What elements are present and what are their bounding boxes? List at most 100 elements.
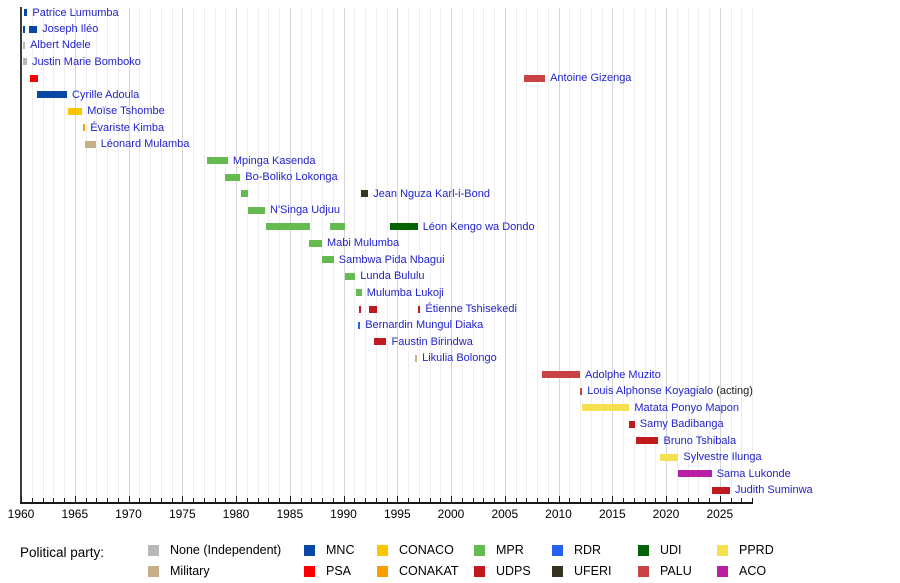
axis-tick <box>365 498 366 503</box>
person-name[interactable]: Mabi Mulumba <box>327 237 400 250</box>
person-name[interactable]: Moïse Tshombe <box>87 105 165 118</box>
person-label[interactable]: Patrice Lumumba <box>32 6 118 20</box>
person-label[interactable]: Louis Alphonse Koyagialo (acting) <box>587 384 753 398</box>
person-name[interactable]: Sambwa Pida Nbagui <box>338 253 445 266</box>
axis-tick <box>418 498 420 503</box>
person-name[interactable]: Mulumba Lukoji <box>366 286 444 299</box>
person-label[interactable]: Lunda Bululu <box>360 269 424 283</box>
legend-label: MNC <box>326 543 355 557</box>
person-name[interactable]: Adolphe Muzito <box>585 368 661 381</box>
timeline-bar <box>678 470 712 478</box>
gridline <box>171 8 173 503</box>
gridline <box>31 8 33 503</box>
timeline-bar <box>389 223 418 231</box>
person-name[interactable]: Bo-Boliko Lokonga <box>245 171 338 184</box>
person-name[interactable]: Léonard Mulamba <box>100 138 190 151</box>
person-label[interactable]: Sylvestre Ilunga <box>683 450 761 464</box>
axis-tick <box>21 496 22 503</box>
person-name[interactable]: Jean Nguza Karl-i-Bond <box>373 187 490 200</box>
gridline <box>214 8 216 503</box>
person-name[interactable]: Étienne Tshisekedi <box>425 303 517 315</box>
person-name[interactable]: Sama Lukonde <box>716 467 791 480</box>
gridline <box>418 8 420 503</box>
person-name[interactable]: Matata Ponyo Mapon <box>634 401 739 414</box>
gridline <box>203 8 205 503</box>
person-label[interactable]: N'Singa Udjuu <box>270 203 340 217</box>
axis-tick <box>569 498 571 503</box>
axis-tick <box>332 498 334 503</box>
person-label[interactable]: Likulia Bolongo <box>422 351 497 365</box>
axis-tick <box>494 498 495 503</box>
timeline-bar <box>418 305 421 313</box>
person-name[interactable]: Antoine Gizenga <box>550 72 632 85</box>
timeline-bar <box>322 256 334 263</box>
person-label[interactable]: Évariste Kimba <box>90 121 164 135</box>
person-label[interactable]: Cyrille Adoula <box>72 88 139 102</box>
person-name[interactable]: Lunda Bululu <box>360 270 425 282</box>
axis-tick <box>526 498 528 503</box>
person-name[interactable]: Joseph Iléo <box>42 23 99 35</box>
person-label[interactable]: Samy Badibanga <box>640 417 724 431</box>
gridline <box>128 8 130 503</box>
person-name[interactable]: Bruno Tshibala <box>663 434 737 447</box>
person-label[interactable]: Bernardin Mungul Diaka <box>365 318 483 332</box>
timeline-bar <box>23 58 28 66</box>
person-label[interactable]: Justin Marie Bomboko <box>32 55 141 69</box>
person-label-suffix: (acting) <box>713 385 753 398</box>
person-label[interactable]: Mulumba Lukoji <box>367 286 444 300</box>
person-name[interactable]: N'Singa Udjuu <box>270 204 340 217</box>
person-name[interactable]: Patrice Lumumba <box>32 6 119 19</box>
legend-swatch-udi <box>638 545 649 556</box>
person-label[interactable]: Faustin Birindwa <box>392 335 473 349</box>
person-name[interactable]: Évariste Kimba <box>90 121 165 134</box>
person-name[interactable]: Albert Ndele <box>30 39 91 52</box>
person-label[interactable]: Mpinga Kasenda <box>233 154 316 168</box>
axis-label: 1990 <box>330 507 357 521</box>
person-name[interactable]: Justin Marie Bomboko <box>32 55 141 68</box>
person-label[interactable]: Jean Nguza Karl-i-Bond <box>373 187 490 201</box>
axis-label: 2020 <box>652 507 680 521</box>
person-label[interactable]: Adolphe Muzito <box>585 368 661 382</box>
person-name[interactable]: Bernardin Mungul Diaka <box>365 319 484 332</box>
axis-label: 1960 <box>7 507 35 521</box>
axis-tick <box>719 496 721 503</box>
person-name[interactable]: Louis Alphonse Koyagialo <box>587 385 714 398</box>
person-label[interactable]: Bruno Tshibala <box>664 434 737 448</box>
timeline-bar <box>248 206 266 214</box>
gridline <box>666 8 667 503</box>
axis-tick <box>461 498 463 503</box>
person-name[interactable]: Sylvestre Ilunga <box>683 451 762 464</box>
gridline <box>687 8 689 503</box>
person-label[interactable]: Sama Lukonde <box>717 467 791 481</box>
person-name[interactable]: Cyrille Adoula <box>72 88 140 101</box>
gridline <box>64 8 65 503</box>
person-label[interactable]: Étienne Tshisekedi <box>425 302 517 316</box>
person-label[interactable]: Moïse Tshombe <box>87 104 164 118</box>
gridline <box>300 8 302 503</box>
gridline <box>107 8 108 503</box>
person-name[interactable]: Faustin Birindwa <box>391 335 473 348</box>
person-name[interactable]: Samy Badibanga <box>639 418 724 431</box>
person-label[interactable]: Mabi Mulumba <box>327 236 399 250</box>
gridline <box>558 8 560 503</box>
person-label[interactable]: Antoine Gizenga <box>550 71 631 85</box>
person-label[interactable]: Joseph Iléo <box>42 22 98 36</box>
axis-tick <box>182 496 184 503</box>
person-name[interactable]: Likulia Bolongo <box>422 352 497 365</box>
axis-label: 2010 <box>545 507 572 521</box>
timeline-bar <box>635 437 659 445</box>
person-label[interactable]: Léon Kengo wa Dondo <box>423 220 535 234</box>
axis-tick <box>558 496 560 503</box>
person-label[interactable]: Léonard Mulamba <box>101 137 190 151</box>
person-name[interactable]: Léon Kengo wa Dondo <box>422 220 535 233</box>
timeline-bar <box>224 173 241 181</box>
person-name[interactable]: Mpinga Kasenda <box>232 154 316 167</box>
person-label[interactable]: Matata Ponyo Mapon <box>634 401 739 415</box>
person-label[interactable]: Albert Ndele <box>30 38 91 52</box>
gridline <box>311 8 313 503</box>
person-label[interactable]: Judith Suminwa <box>735 483 813 497</box>
person-label[interactable]: Bo-Boliko Lokonga <box>245 170 337 184</box>
person-name[interactable]: Judith Suminwa <box>735 484 813 497</box>
axis-label: 2015 <box>598 507 626 521</box>
person-label[interactable]: Sambwa Pida Nbagui <box>339 253 445 267</box>
